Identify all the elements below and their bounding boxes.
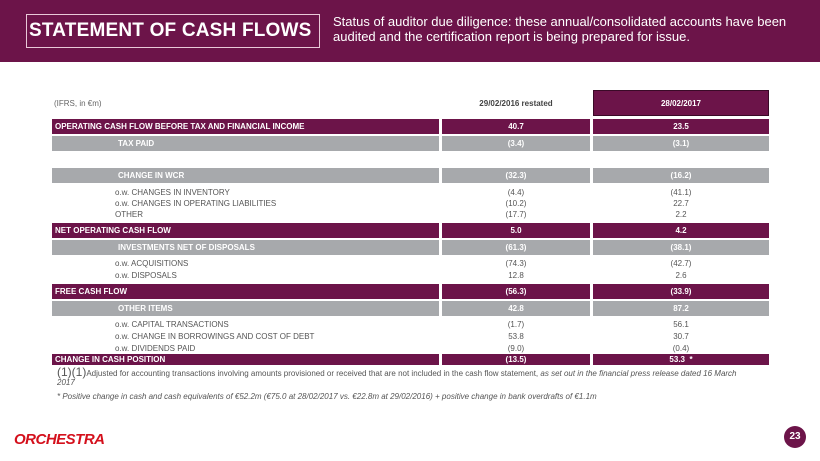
footnote-1: (1)(1)Adjusted for accounting transactio… xyxy=(57,365,737,387)
row-label: o.w. DISPOSALS xyxy=(115,271,177,280)
footnote-1-italic: as set out in the financial press releas… xyxy=(57,369,737,387)
row-value-2016: (74.3) xyxy=(505,259,527,268)
row-label: OTHER ITEMS xyxy=(52,301,439,316)
row-value-2016: 53.8 xyxy=(508,332,524,341)
row-label: o.w. CHANGE IN BORROWINGS AND COST OF DE… xyxy=(115,332,315,341)
row-value-2017: (33.9) xyxy=(593,284,769,299)
col-header-2016: 29/02/2016 restated xyxy=(479,99,553,108)
row-value-2017: (42.7) xyxy=(670,259,692,268)
row-label: NET OPERATING CASH FLOW xyxy=(52,223,439,238)
row-value-2017: (38.1) xyxy=(593,240,769,255)
row-label: o.w. DIVIDENDS PAID xyxy=(115,344,196,353)
row-label: o.w. CHANGES IN INVENTORY xyxy=(115,188,230,197)
units-label: (IFRS, in €m) xyxy=(54,99,102,108)
page-number: 23 xyxy=(784,426,806,448)
row-value-2017: 23.5 xyxy=(593,119,769,134)
row-value-2016: (9.0) xyxy=(507,344,525,353)
row-value-2017: 2.2 xyxy=(675,210,687,219)
row-label: CHANGE IN WCR xyxy=(52,168,439,183)
row-label: FREE CASH FLOW xyxy=(52,284,439,299)
col-header-2017: 28/02/2017 xyxy=(593,90,769,116)
audit-status-text: Status of auditor due diligence: these a… xyxy=(333,14,787,44)
row-label: INVESTMENTS NET OF DISPOSALS xyxy=(52,240,439,255)
row-value-2016: (56.3) xyxy=(442,284,590,299)
row-value-2017: 4.2 xyxy=(593,223,769,238)
row-value-2017: 22.7 xyxy=(673,199,689,208)
row-value-2016: (32.3) xyxy=(442,168,590,183)
row-label: TAX PAID xyxy=(52,136,439,151)
footnote-marker: (1)(1) xyxy=(57,365,87,379)
row-label: o.w. ACQUISITIONS xyxy=(115,259,189,268)
row-value-2016: (1.7) xyxy=(507,320,525,329)
footnote-1-text: Adjusted for accounting transactions inv… xyxy=(86,369,541,378)
row-value-2016: 5.0 xyxy=(442,223,590,238)
row-label: o.w. CHANGES IN OPERATING LIABILITIES xyxy=(115,199,277,208)
row-value-2016: (4.4) xyxy=(507,188,525,197)
row-value-2016: (13.5) xyxy=(442,354,590,365)
row-value-2017: 2.6 xyxy=(675,271,687,280)
row-value-2016: 40.7 xyxy=(442,119,590,134)
row-value-2016: 42.8 xyxy=(442,301,590,316)
row-value-2017: (16.2) xyxy=(593,168,769,183)
row-value-2017: (3.1) xyxy=(593,136,769,151)
row-value-2016: 12.8 xyxy=(508,271,524,280)
footnote-star: * xyxy=(689,355,693,364)
header-bar: STATEMENT OF CASH FLOWS Status of audito… xyxy=(0,0,820,62)
cash-value-2017: 53.3 xyxy=(669,355,685,364)
row-value-2016: (3.4) xyxy=(442,136,590,151)
page-title: STATEMENT OF CASH FLOWS xyxy=(26,14,320,48)
row-label: o.w. CAPITAL TRANSACTIONS xyxy=(115,320,229,329)
row-value-2017: 53.3 * xyxy=(593,354,769,365)
footnote-2: * Positive change in cash and cash equiv… xyxy=(57,392,597,401)
orchestra-logo: ORCHESTRA xyxy=(14,431,105,448)
row-value-2017: 87.2 xyxy=(593,301,769,316)
row-value-2017: (0.4) xyxy=(672,344,690,353)
row-value-2017: 56.1 xyxy=(673,320,689,329)
row-value-2016: (10.2) xyxy=(505,199,527,208)
row-label: CHANGE IN CASH POSITION xyxy=(52,354,439,365)
row-value-2016: (61.3) xyxy=(442,240,590,255)
row-label: OTHER xyxy=(115,210,143,219)
row-label: OPERATING CASH FLOW BEFORE TAX AND FINAN… xyxy=(52,119,439,134)
row-value-2016: (17.7) xyxy=(505,210,527,219)
row-value-2017: (41.1) xyxy=(670,188,692,197)
row-value-2017: 30.7 xyxy=(673,332,689,341)
